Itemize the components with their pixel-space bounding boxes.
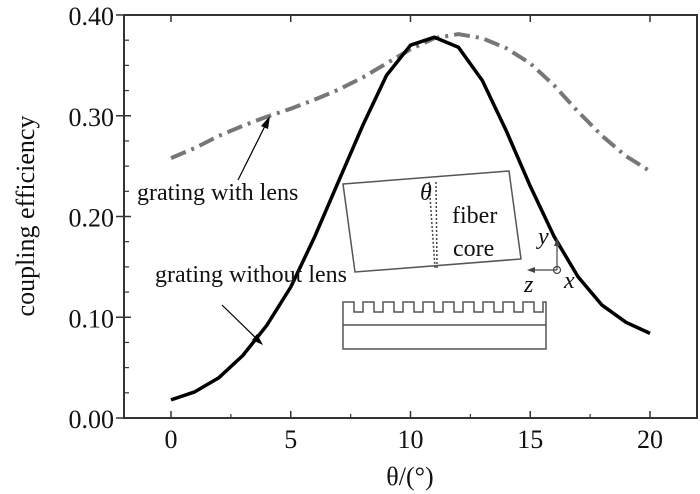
x-tick-label: 20 — [637, 425, 663, 454]
series-line-without-lens — [170, 35, 651, 402]
y-arrowhead — [554, 238, 560, 246]
y-axis-label: coupling efficiency — [11, 116, 40, 317]
series-line-with-lens — [170, 32, 652, 173]
arrow-with-lens — [237, 119, 269, 181]
annotation-with-lens: grating with lens — [137, 180, 298, 206]
plot-frame — [123, 14, 698, 419]
inset-axis-z: z — [523, 272, 534, 298]
inset-theta: θ — [420, 180, 432, 206]
inset-diagram: θ fiber core y z x — [342, 170, 575, 350]
x-tick-label: 0 — [165, 425, 178, 454]
grating-structure — [342, 301, 547, 350]
annotation-without-lens: grating without lens — [155, 262, 347, 288]
y-tick-label: 0.20 — [69, 204, 115, 233]
arrow-without-lens — [221, 304, 261, 343]
inset-axis-y: y — [536, 224, 549, 250]
inset-axis-x: x — [563, 268, 575, 294]
x-axis-origin — [552, 265, 562, 275]
arrowhead-with-lens — [261, 116, 270, 129]
y-tick-label: 0.00 — [69, 405, 115, 434]
arrowhead-without-lens — [252, 334, 263, 345]
x-tick-label: 5 — [284, 425, 297, 454]
x-axis-label: θ/(°) — [386, 462, 433, 491]
x-tick-label: 10 — [398, 425, 424, 454]
fiber-outline — [342, 170, 522, 273]
y-tick-label: 0.30 — [69, 103, 115, 132]
x-tick-label: 15 — [517, 425, 543, 454]
y-tick-label: 0.40 — [69, 2, 115, 31]
z-arrowhead — [527, 267, 535, 273]
inset-core: core — [453, 236, 494, 262]
inset-fiber: fiber — [452, 203, 497, 229]
y-tick-label: 0.10 — [69, 304, 115, 333]
vertical-dotted — [435, 181, 438, 269]
